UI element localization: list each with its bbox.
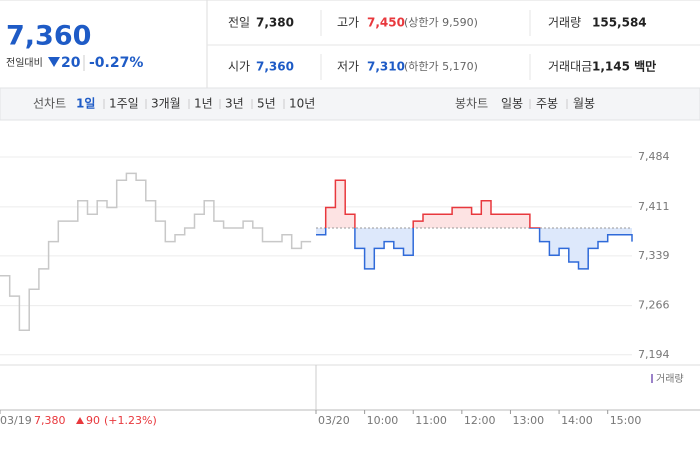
x-tick-label: 15:00 xyxy=(610,414,642,427)
tab[interactable]: 1년 xyxy=(194,97,213,111)
x-tick-label: 03/19 xyxy=(0,414,32,427)
x-tick-label: 14:00 xyxy=(561,414,593,427)
stat-note: (상한가 9,590) xyxy=(404,16,478,29)
x-tick-label: 13:00 xyxy=(512,414,544,427)
x-tick-label: 12:00 xyxy=(464,414,496,427)
stat-label: 거래대금 xyxy=(548,60,592,74)
change: 20 xyxy=(61,55,81,71)
x-tick-label: 03/20 xyxy=(318,414,350,427)
legend-label: 거래량 xyxy=(656,373,684,385)
up-icon xyxy=(76,417,84,424)
tab[interactable]: 10년 xyxy=(289,97,315,111)
tab[interactable]: 1주일 xyxy=(109,97,139,111)
stat-value: 155,584 xyxy=(592,16,647,30)
prev-change-pct: (+1.23%) xyxy=(104,414,157,427)
stat-value: 7,360 xyxy=(256,60,294,74)
y-tick-label: 7,266 xyxy=(638,299,670,312)
stat-note: (하한가 5,170) xyxy=(404,59,478,73)
stat-label: 고가 xyxy=(337,16,359,30)
price: 7,360 xyxy=(6,21,91,52)
tab[interactable]: 5년 xyxy=(257,97,276,111)
tab[interactable]: 1일 xyxy=(76,97,95,111)
stat-value: 7,380 xyxy=(256,16,294,30)
price-line xyxy=(316,179,633,270)
tab[interactable]: 일봉 xyxy=(501,97,523,111)
stat-label: 거래량 xyxy=(548,16,581,30)
stat-value: 7,310 xyxy=(367,60,405,74)
change-pct: -0.27% xyxy=(89,55,143,71)
y-tick-label: 7,339 xyxy=(638,249,670,262)
tab[interactable]: 3개월 xyxy=(151,97,181,111)
stat-label: 저가 xyxy=(337,60,359,74)
stat-value: 7,450 xyxy=(367,16,405,30)
x-tick-label: 10:00 xyxy=(367,414,399,427)
change-label: 전일대비 xyxy=(6,57,43,69)
area xyxy=(316,180,632,269)
tab[interactable]: 주봉 xyxy=(536,97,558,111)
down-icon xyxy=(48,57,60,67)
tab-group-label: 선차트 xyxy=(33,97,66,111)
tab[interactable]: 월봉 xyxy=(573,97,595,111)
tab-group-label: 봉차트 xyxy=(455,97,488,111)
y-tick-label: 7,194 xyxy=(638,348,670,361)
legend-swatch xyxy=(651,374,653,383)
tab[interactable]: 3년 xyxy=(225,97,244,111)
y-tick-label: 7,484 xyxy=(638,150,670,163)
stat-value: 1,145 백만 xyxy=(592,59,656,74)
prev-change: 90 xyxy=(86,414,100,427)
prev-close: 7,380 xyxy=(34,414,66,427)
tab-bar xyxy=(0,87,700,121)
stat-label: 전일 xyxy=(228,16,250,30)
y-tick-label: 7,411 xyxy=(638,200,670,213)
stat-label: 시가 xyxy=(228,60,250,74)
price-line xyxy=(0,172,312,331)
x-tick-label: 11:00 xyxy=(415,414,447,427)
